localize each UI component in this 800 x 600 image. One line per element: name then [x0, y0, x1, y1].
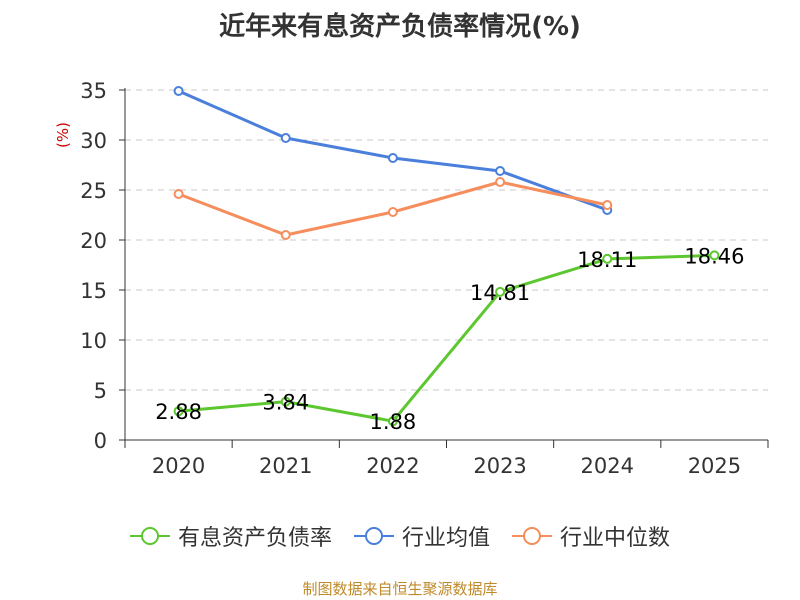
y-tick-label: 20	[80, 229, 107, 253]
data-point-series-1	[173, 86, 184, 96]
chart-title: 近年来有息资产负债率情况(%)	[219, 12, 581, 42]
legend-marker-green-icon	[129, 527, 170, 545]
data-point-series-0	[602, 253, 613, 264]
data-point-series-2	[495, 177, 506, 187]
data-point-series-1	[495, 166, 506, 176]
y-tick-label: 30	[80, 129, 107, 153]
data-point-series-2	[280, 230, 291, 240]
legend-item-series-0[interactable]: 有息资产负债率	[129, 520, 332, 552]
legend-marker-blue-icon	[353, 527, 394, 545]
legend-label-series-1: 行业均值	[401, 526, 490, 551]
data-label: 18.46	[684, 244, 744, 268]
series-line-0	[178, 253, 715, 423]
legend-item-series-2[interactable]: 行业中位数	[512, 520, 670, 552]
data-point-series-2	[602, 200, 613, 210]
data-point-series-1	[387, 153, 398, 163]
legend-item-series-1[interactable]: 行业均值	[353, 520, 490, 552]
legend-label-series-2: 行业中位数	[560, 526, 671, 551]
y-tick-label: 0	[94, 429, 107, 453]
x-tick-label: 2021	[259, 454, 312, 478]
data-label: 3.84	[262, 391, 309, 415]
y-tick-label: 10	[80, 329, 107, 353]
y-tick-label: 5	[94, 379, 107, 403]
data-point-series-0	[280, 396, 291, 407]
x-tick-label: 2020	[152, 454, 205, 478]
data-point-series-0	[709, 250, 720, 261]
legend-marker-orange-icon	[512, 527, 552, 545]
y-tick-label: 25	[80, 179, 107, 203]
data-point-series-0	[495, 286, 506, 297]
data-label: 1.88	[370, 410, 417, 434]
y-tick-label: 15	[80, 279, 107, 303]
x-tick-label: 2025	[688, 454, 741, 478]
data-source-note: 制图数据来自恒生聚源数据库	[302, 580, 498, 598]
x-tick-label: 2022	[366, 454, 419, 478]
data-point-series-0	[387, 416, 398, 427]
y-tick-label: 35	[80, 79, 107, 103]
data-point-series-1	[280, 133, 291, 143]
data-label: 14.81	[470, 281, 530, 305]
legend: 有息资产负债率 行业均值 行业中位数	[0, 520, 800, 552]
data-point-series-2	[173, 189, 184, 199]
x-tick-label: 2024	[581, 454, 634, 478]
data-point-series-0	[173, 406, 184, 417]
data-point-series-2	[387, 207, 398, 217]
x-tick-label: 2023	[473, 454, 526, 478]
data-label: 2.88	[155, 400, 202, 424]
legend-label-series-0: 有息资产负债率	[177, 526, 332, 551]
data-label: 18.11	[577, 248, 637, 272]
